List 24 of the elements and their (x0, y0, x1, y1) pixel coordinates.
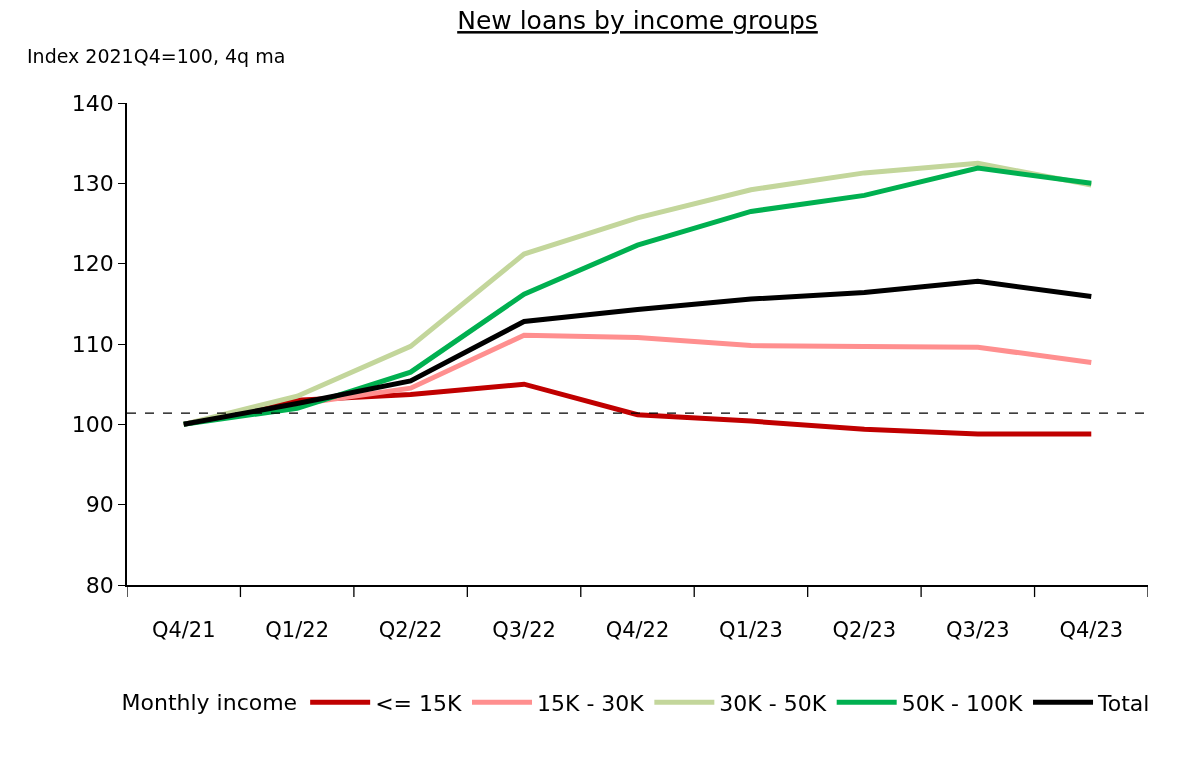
x-tick-label: Q2/23 (832, 617, 897, 642)
x-tick-label: Q3/23 (945, 617, 1010, 642)
x-tick-label: Q1/22 (265, 617, 330, 642)
y-tick-label: 130 (71, 171, 114, 197)
x-tick-label: Q4/21 (151, 617, 216, 642)
legend-label: 15K - 30K (537, 690, 645, 716)
legend-label: Total (1097, 690, 1150, 716)
y-tick-label: 110 (71, 331, 114, 357)
x-tick-label: Q1/23 (719, 617, 783, 642)
legend-label: 30K - 50K (719, 690, 827, 716)
legend-label: 50K - 100K (901, 690, 1024, 716)
x-tick-label: Q2/22 (378, 617, 443, 642)
chart-title: New loans by income groups (457, 6, 818, 36)
legend-label: <= 15K (375, 690, 463, 716)
x-tick-label: Q4/23 (1059, 617, 1124, 642)
y-tick-label: 140 (71, 90, 114, 116)
y-tick-label: 80 (85, 572, 114, 598)
x-tick-label: Q3/22 (492, 617, 556, 642)
legend-title: Monthly income (121, 690, 298, 715)
y-tick-label: 90 (85, 492, 114, 518)
x-tick-label: Q4/22 (605, 617, 670, 642)
y-tick-label: 120 (71, 251, 114, 277)
y-tick-label: 100 (71, 412, 114, 438)
y-axis-title: Index 2021Q4=100, 4q ma (27, 45, 286, 67)
